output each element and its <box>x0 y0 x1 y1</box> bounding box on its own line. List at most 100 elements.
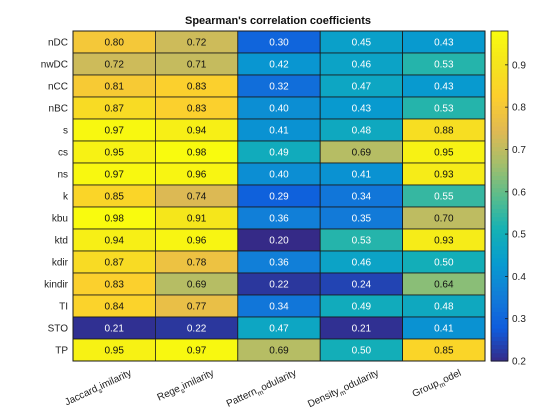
colorbar-tick-label: 0.6 <box>512 187 526 198</box>
cell-value-label: 0.43 <box>434 82 454 93</box>
cell-value-label: 0.95 <box>104 346 124 357</box>
colorbar-segment <box>491 158 508 164</box>
cell-value-label: 0.95 <box>104 148 124 159</box>
cell-value-label: 0.85 <box>434 346 454 357</box>
colorbar-segment <box>491 150 508 156</box>
cell-value-label: 0.35 <box>352 214 372 225</box>
colorbar-segment <box>491 257 508 263</box>
cell-value-label: 0.21 <box>104 324 124 335</box>
colorbar-segment <box>491 92 508 98</box>
colorbar-segment <box>491 311 508 317</box>
cell-value-label: 0.24 <box>352 280 372 291</box>
cell-value-label: 0.87 <box>104 258 124 269</box>
cell-value-label: 0.41 <box>269 126 289 137</box>
column-label: Densitymodularity <box>306 368 381 412</box>
cell-value-label: 0.43 <box>352 104 372 115</box>
colorbar-segment <box>491 278 508 284</box>
colorbar-segment <box>491 241 508 247</box>
cell-value-label: 0.22 <box>187 324 207 335</box>
cell-value-label: 0.94 <box>187 126 207 137</box>
cell-value-label: 0.34 <box>269 302 289 313</box>
colorbar-segment <box>491 68 508 73</box>
colorbar-segment <box>491 76 508 82</box>
cell-value-label: 0.94 <box>104 236 124 247</box>
cell-value-label: 0.49 <box>352 302 372 313</box>
row-label: ktd <box>55 236 68 247</box>
row-label: s <box>63 126 68 137</box>
colorbar-segment <box>491 35 508 40</box>
colorbar-segment <box>491 134 508 139</box>
cell-value-label: 0.49 <box>269 148 289 159</box>
cell-value-label: 0.36 <box>269 258 289 269</box>
colorbar-segment <box>491 183 508 189</box>
cell-value-label: 0.91 <box>187 214 207 225</box>
colorbar-segment <box>491 286 508 292</box>
chart-title: Spearman's correlation coefficients <box>185 15 371 27</box>
cell-value-label: 0.34 <box>352 192 372 203</box>
row-label: ns <box>57 170 68 181</box>
colorbar-segment <box>491 274 508 280</box>
row-label: nCC <box>48 82 68 93</box>
colorbar-segment <box>491 299 508 304</box>
colorbar-segment <box>491 47 508 53</box>
colorbar-segment <box>491 229 508 234</box>
cell-value-label: 0.48 <box>434 302 454 313</box>
cell-value-label: 0.47 <box>352 82 372 93</box>
cell-value-label: 0.43 <box>434 38 454 49</box>
colorbar-segment <box>491 196 508 201</box>
cell-value-label: 0.93 <box>434 236 454 247</box>
cell-value-label: 0.29 <box>269 192 289 203</box>
colorbar-segment <box>491 130 508 135</box>
colorbar-segment <box>491 208 508 214</box>
cell-value-label: 0.22 <box>269 280 289 291</box>
cell-value-label: 0.97 <box>187 346 207 357</box>
colorbar-segment <box>491 101 508 106</box>
colorbar-segment <box>491 204 508 209</box>
row-label: TP <box>55 346 68 357</box>
cell-value-label: 0.87 <box>104 104 124 115</box>
colorbar-segment <box>491 154 508 160</box>
cell-value-label: 0.46 <box>352 258 372 269</box>
colorbar-tick-label: 0.5 <box>512 230 526 241</box>
cell-value-label: 0.88 <box>434 126 454 137</box>
cell-value-label: 0.46 <box>352 60 372 71</box>
cell-value-label: 0.53 <box>434 104 454 115</box>
row-label: nDC <box>48 38 68 49</box>
cell-value-label: 0.30 <box>269 38 289 49</box>
colorbar: 0.2 0.3 0.4 0.5 0.6 0.7 0.8 0.9 <box>490 30 526 368</box>
cell-value-label: 0.69 <box>269 346 289 357</box>
cell-value-label: 0.97 <box>104 126 124 137</box>
cell-value-label: 0.98 <box>187 148 207 159</box>
colorbar-tick-label: 0.2 <box>512 357 526 368</box>
colorbar-segment <box>491 340 508 346</box>
colorbar-segment <box>491 105 508 110</box>
cell-value-label: 0.77 <box>187 302 207 313</box>
cell-value-label: 0.95 <box>434 148 454 159</box>
cell-value-label: 0.69 <box>352 148 372 159</box>
colorbar-segment <box>491 356 508 362</box>
cell-value-label: 0.85 <box>104 192 124 203</box>
colorbar-segment <box>491 113 508 119</box>
heatmap-cells: 0.80 0.72 0.30 0.45 0.43 0.72 0.71 0.42 0.46 0.53… <box>72 30 486 362</box>
cell-value-label: 0.50 <box>352 346 372 357</box>
colorbar-segment <box>491 220 508 226</box>
cell-value-label: 0.84 <box>104 302 124 313</box>
cell-value-label: 0.50 <box>434 258 454 269</box>
colorbar-segment <box>491 323 508 329</box>
column-label: Jaccardsimilarity <box>63 368 134 410</box>
colorbar-segment <box>491 51 508 57</box>
cell-value-label: 0.55 <box>434 192 454 203</box>
column-label: Regesimilarity <box>156 368 217 406</box>
cell-value-label: 0.74 <box>187 192 207 203</box>
row-label: cs <box>58 148 68 159</box>
colorbar-segment <box>491 97 508 102</box>
row-label: STO <box>48 324 69 335</box>
colorbar-segment <box>491 266 508 271</box>
colorbar-segment <box>491 315 508 321</box>
colorbar-segment <box>491 216 508 222</box>
colorbar-segment <box>491 262 508 267</box>
cell-value-label: 0.53 <box>352 236 372 247</box>
colorbar-segment <box>491 138 508 143</box>
colorbar-segment <box>491 125 508 131</box>
